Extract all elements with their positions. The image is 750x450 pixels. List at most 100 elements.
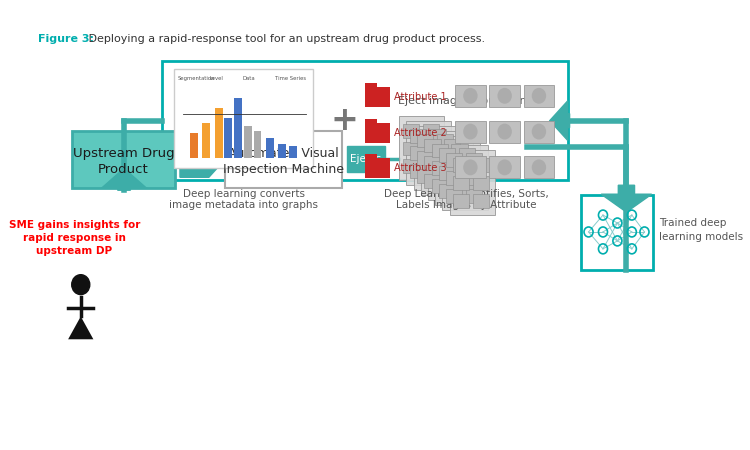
Text: upstream DP: upstream DP (37, 246, 112, 256)
Polygon shape (550, 101, 569, 140)
Bar (428, 135, 473, 200)
Bar (422, 141, 439, 155)
Text: Data: Data (242, 76, 255, 81)
Bar (346, 147, 385, 172)
Bar (452, 162, 468, 176)
Bar (266, 138, 274, 158)
Bar (410, 129, 426, 143)
Bar (444, 174, 460, 188)
Bar (410, 147, 426, 160)
Bar (489, 85, 520, 107)
Bar (422, 124, 439, 138)
Circle shape (532, 159, 546, 176)
Bar (254, 131, 262, 158)
Bar (417, 152, 434, 165)
Bar (524, 85, 554, 107)
Circle shape (464, 159, 478, 176)
Bar (439, 184, 455, 198)
Bar (473, 194, 489, 208)
Bar (289, 146, 297, 158)
Bar (430, 164, 446, 178)
Bar (430, 147, 446, 160)
Text: Labels Images by Attribute: Labels Images by Attribute (396, 200, 536, 210)
Bar (422, 159, 439, 173)
Bar (444, 139, 460, 153)
Text: learning models: learning models (659, 232, 743, 242)
Bar (424, 157, 441, 171)
Text: Deep learning converts: Deep learning converts (182, 189, 304, 199)
Polygon shape (180, 141, 225, 177)
Bar (459, 184, 475, 198)
Bar (489, 157, 520, 178)
Polygon shape (101, 168, 146, 190)
Bar (278, 144, 286, 158)
Bar (435, 140, 480, 205)
Text: image metadata into graphs: image metadata into graphs (169, 200, 318, 210)
Bar (72, 130, 176, 188)
Text: Time Series: Time Series (274, 76, 306, 81)
Bar (403, 159, 419, 173)
Bar (430, 129, 446, 143)
Bar (406, 121, 451, 185)
Bar (455, 121, 486, 143)
Bar (444, 157, 460, 171)
Bar (581, 195, 653, 270)
Bar (244, 126, 252, 158)
Bar (489, 121, 520, 143)
Bar (364, 119, 377, 124)
Text: Deploying a rapid-response tool for an upstream drug product process.: Deploying a rapid-response tool for an u… (86, 34, 485, 44)
Text: Attribute 2: Attribute 2 (394, 127, 446, 138)
Bar (446, 153, 462, 167)
Bar (446, 171, 462, 185)
Bar (224, 118, 232, 158)
Bar (421, 130, 466, 195)
Bar (431, 162, 448, 176)
Bar (466, 171, 482, 185)
Bar (473, 176, 489, 190)
Bar (162, 61, 568, 180)
Bar (466, 153, 482, 167)
Text: Inspection Machine: Inspection Machine (224, 163, 344, 176)
Bar (364, 87, 390, 107)
Text: Trained deep: Trained deep (659, 218, 726, 228)
Text: Product: Product (98, 163, 149, 176)
Text: Segmentation: Segmentation (177, 76, 214, 81)
Bar (437, 152, 453, 165)
Bar (424, 174, 441, 188)
Bar (453, 176, 470, 190)
Bar (452, 179, 468, 193)
Text: Ejects: Ejects (350, 154, 382, 164)
Bar (174, 69, 314, 168)
Text: Eject image population: Eject image population (398, 96, 526, 106)
Bar (450, 150, 495, 215)
Bar (364, 158, 390, 178)
Bar (466, 189, 482, 203)
Bar (452, 144, 468, 158)
Circle shape (464, 88, 478, 104)
Circle shape (497, 159, 512, 176)
Bar (403, 124, 419, 138)
Bar (455, 157, 486, 178)
Circle shape (497, 124, 512, 140)
Circle shape (532, 124, 546, 140)
Bar (364, 83, 377, 88)
Circle shape (464, 124, 478, 140)
Bar (403, 141, 419, 155)
Bar (453, 194, 470, 208)
Text: Attribute 1: Attribute 1 (394, 92, 446, 102)
Bar (455, 85, 486, 107)
Bar (364, 123, 390, 143)
Text: Figure 3:: Figure 3: (38, 34, 94, 44)
Bar (417, 134, 434, 148)
Bar (202, 123, 210, 158)
Bar (439, 166, 455, 180)
Bar (437, 169, 453, 183)
Bar (431, 144, 448, 158)
Bar (399, 116, 444, 180)
Circle shape (497, 88, 512, 104)
Text: Deep Learning Identifies, Sorts,: Deep Learning Identifies, Sorts, (384, 189, 549, 199)
Text: Automated Visual: Automated Visual (228, 147, 339, 160)
Bar (442, 145, 488, 210)
Bar (364, 154, 377, 159)
Bar (424, 139, 441, 153)
